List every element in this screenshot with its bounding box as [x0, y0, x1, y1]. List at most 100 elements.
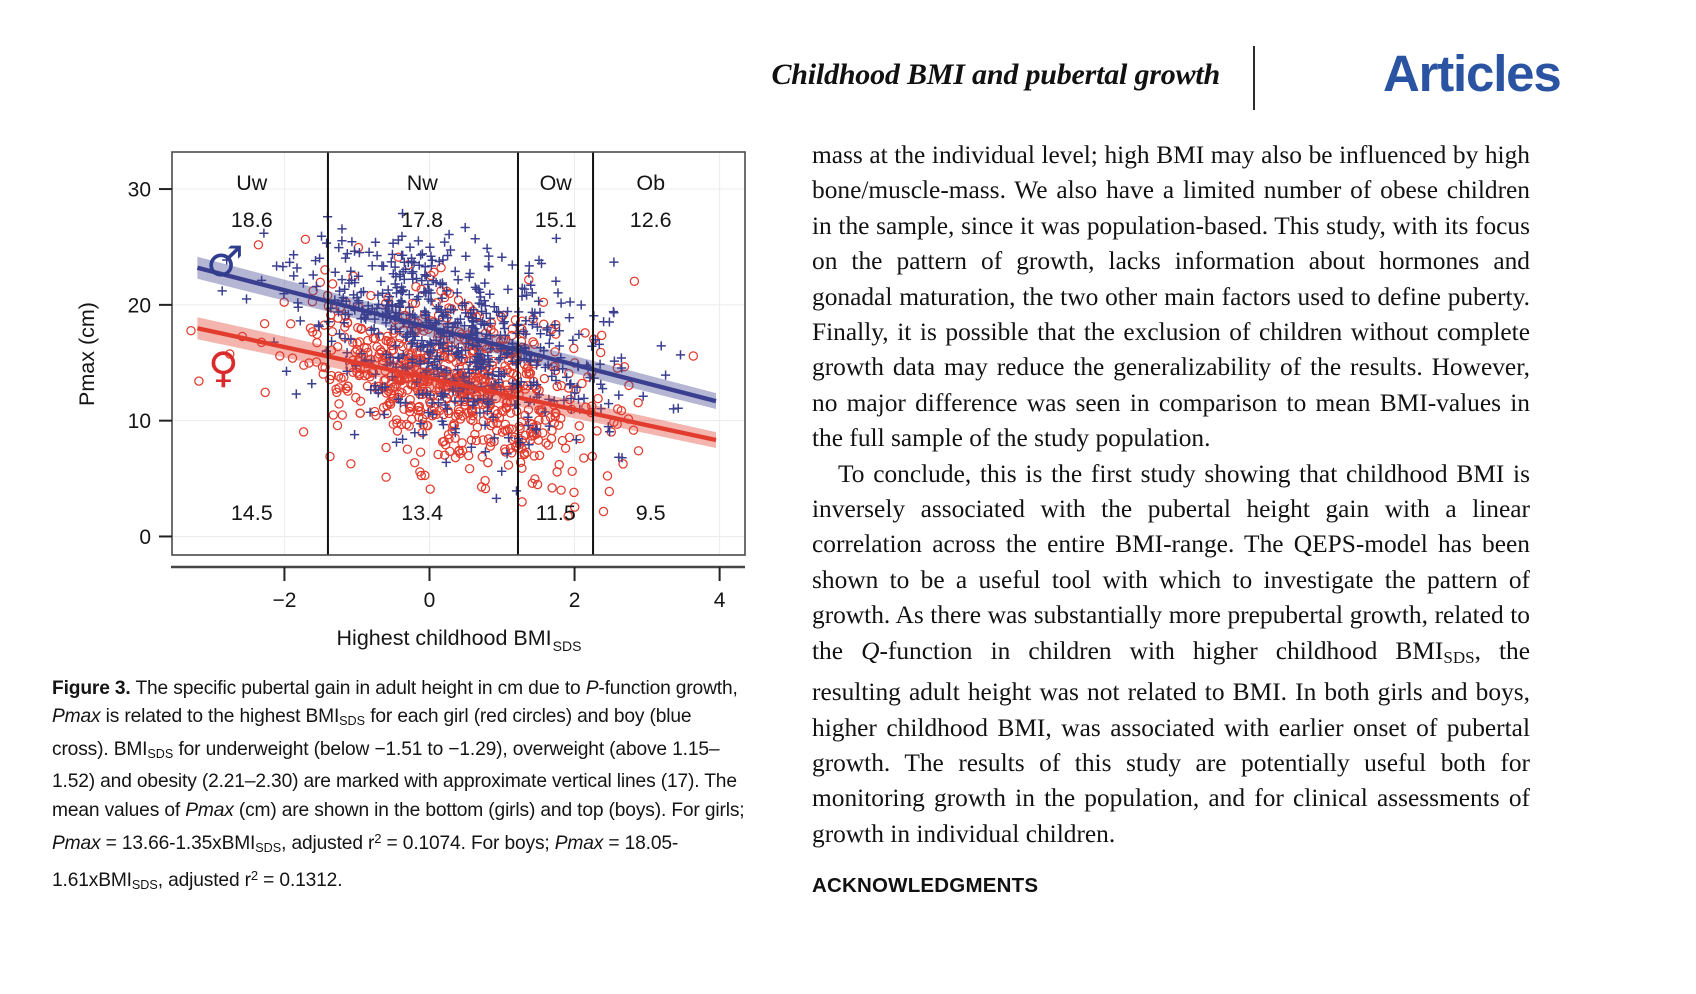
category-girls-mean-nw: 13.4 [401, 501, 443, 525]
figure-caption-pmax-4: Pmax [554, 833, 604, 855]
data-point-boy [472, 284, 482, 294]
data-point-boy [540, 362, 550, 372]
data-point-boy [524, 440, 534, 450]
data-point-boy [374, 299, 384, 309]
data-point-boy [421, 288, 431, 298]
data-point-boy [342, 366, 352, 376]
data-point-boy [470, 234, 480, 244]
data-point-boy [403, 363, 413, 373]
category-code-uw: Uw [236, 171, 268, 195]
data-point-boy [572, 382, 582, 392]
data-point-boy [566, 393, 576, 404]
x-tick-label: 0 [424, 589, 436, 612]
data-point-boy [478, 394, 489, 404]
data-point-boy [334, 243, 344, 253]
data-point-girl [404, 406, 415, 417]
data-point-girl [569, 502, 580, 512]
data-point-girl [579, 453, 589, 463]
data-point-girl [550, 411, 560, 422]
figure-caption-sub-2: SDS [147, 746, 174, 761]
data-point-boy [604, 399, 614, 409]
data-point-girl [194, 376, 204, 386]
data-point-girl [564, 394, 575, 405]
data-point-boy [424, 354, 434, 364]
data-point-girl [502, 425, 512, 436]
data-point-boy [432, 351, 442, 361]
data-point-boy [453, 348, 463, 358]
data-point-boy [521, 329, 531, 339]
data-point-boy [437, 416, 447, 426]
data-point-boy [576, 300, 586, 310]
data-point-boy [511, 486, 522, 496]
figure-caption: Figure 3. The specific pubertal gain in … [52, 675, 752, 900]
data-point-boy [616, 353, 626, 363]
data-point-girl [259, 318, 270, 329]
data-point-boy [483, 369, 493, 379]
data-point-girl [534, 450, 545, 461]
body-paragraph-1: mass at the individual level; high BMI m… [812, 141, 1530, 453]
x-tick-label: 4 [714, 589, 726, 612]
data-point-boy [559, 395, 569, 405]
data-point-girl [538, 297, 549, 308]
data-point-boy [400, 264, 411, 274]
data-point-boy [551, 233, 561, 243]
data-point-boy [498, 318, 508, 329]
data-point-boy [428, 409, 438, 420]
data-point-girl [317, 362, 328, 372]
data-point-boy [488, 412, 498, 422]
data-point-boy [391, 341, 401, 351]
data-point-boy [293, 302, 303, 312]
data-point-boy [411, 273, 422, 284]
data-point-girl [325, 374, 335, 385]
data-point-boy [453, 365, 463, 375]
data-point-girl [514, 421, 524, 432]
data-point-boy [466, 308, 476, 318]
regression-fit-line [196, 326, 717, 443]
x-axis-title: Highest childhood BMI [337, 626, 552, 650]
data-point-boy [448, 322, 458, 332]
data-point-boy [416, 250, 426, 260]
figure-caption-p-italic: P [585, 678, 599, 699]
data-point-boy [466, 442, 476, 452]
figure-caption-text-8: , adjusted r [281, 833, 375, 855]
data-point-boy [668, 404, 679, 414]
data-point-boy [459, 373, 469, 383]
data-point-boy [549, 365, 559, 375]
data-point-girl [577, 378, 587, 389]
data-point-girl [416, 470, 427, 481]
data-point-girl [519, 449, 530, 460]
data-point-boy [426, 339, 436, 349]
data-point-boy [617, 453, 627, 463]
data-point-girl [520, 410, 530, 421]
data-point-girl [534, 405, 544, 415]
figure-column: ♂ ♀ Uw 18.6 14.5 Nw 17.8 13.4 Ow 15.1 11.5 Ob 12.6… [40, 130, 780, 990]
data-point-boy [346, 266, 356, 276]
data-point-girl [381, 442, 391, 453]
figure-caption-text-9: = 0.1074. For boys; [381, 833, 555, 855]
data-point-boy [241, 294, 252, 304]
data-point-boy [519, 354, 529, 364]
data-point-boy [391, 288, 402, 298]
data-point-girl [628, 425, 639, 435]
data-point-girl [354, 337, 365, 347]
data-point-boy [381, 349, 391, 359]
data-point-boy [427, 255, 437, 265]
male-symbol-icon: ♂ [206, 237, 244, 286]
data-point-boy [534, 296, 544, 306]
data-point-boy [408, 358, 418, 368]
data-point-boy [289, 250, 299, 260]
data-point-boy [529, 313, 539, 324]
data-point-boy [383, 296, 393, 306]
data-point-boy [387, 249, 397, 259]
category-code-ow: Ow [540, 171, 573, 195]
data-point-girl [356, 324, 366, 335]
data-point-boy [278, 262, 288, 272]
data-point-boy [386, 257, 396, 267]
data-point-boy [414, 260, 424, 270]
data-point-boy [418, 430, 428, 440]
data-point-boy [409, 335, 419, 345]
data-point-boy [544, 338, 554, 348]
regression-fit-line [196, 265, 717, 404]
data-point-boy [461, 345, 471, 355]
data-point-girl [556, 413, 566, 424]
